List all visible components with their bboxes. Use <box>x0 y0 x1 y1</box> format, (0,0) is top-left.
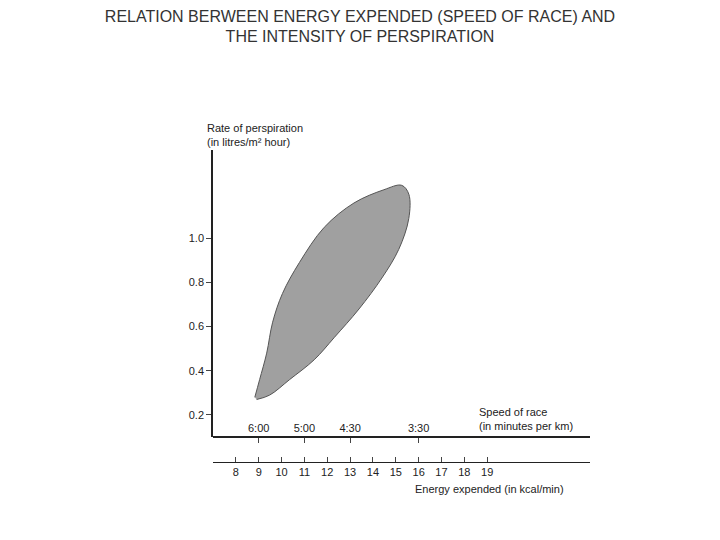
svg-text:0.2: 0.2 <box>189 409 204 421</box>
svg-text:15: 15 <box>390 466 402 478</box>
svg-text:14: 14 <box>367 466 379 478</box>
svg-text:5:00: 5:00 <box>294 422 315 434</box>
svg-text:16: 16 <box>413 466 425 478</box>
svg-text:11: 11 <box>299 466 310 478</box>
svg-text:6:00: 6:00 <box>248 422 269 434</box>
svg-text:3:30: 3:30 <box>408 422 429 434</box>
svg-text:0.6: 0.6 <box>189 320 204 332</box>
svg-text:Speed of race(in minutes per k: Speed of race(in minutes per km) <box>479 406 573 432</box>
svg-text:13: 13 <box>344 466 356 478</box>
svg-text:12: 12 <box>321 466 333 478</box>
svg-text:0.8: 0.8 <box>189 276 204 288</box>
svg-text:0.4: 0.4 <box>189 365 204 377</box>
svg-text:18: 18 <box>458 466 470 478</box>
svg-text:8: 8 <box>233 466 239 478</box>
svg-text:Rate of perspiration(in litres: Rate of perspiration(in litres/m² hour) <box>207 122 303 148</box>
svg-text:4:30: 4:30 <box>339 422 360 434</box>
svg-text:9: 9 <box>256 466 262 478</box>
svg-text:Energy expended (in kcal/min): Energy expended (in kcal/min) <box>415 483 564 495</box>
svg-text:19: 19 <box>481 466 493 478</box>
svg-text:17: 17 <box>435 466 447 478</box>
svg-text:1.0: 1.0 <box>189 232 204 244</box>
svg-text:10: 10 <box>275 466 287 478</box>
svg-text:RELATION BERWEEN ENERGY EXPEND: RELATION BERWEEN ENERGY EXPENDED (SPEED … <box>105 8 615 46</box>
